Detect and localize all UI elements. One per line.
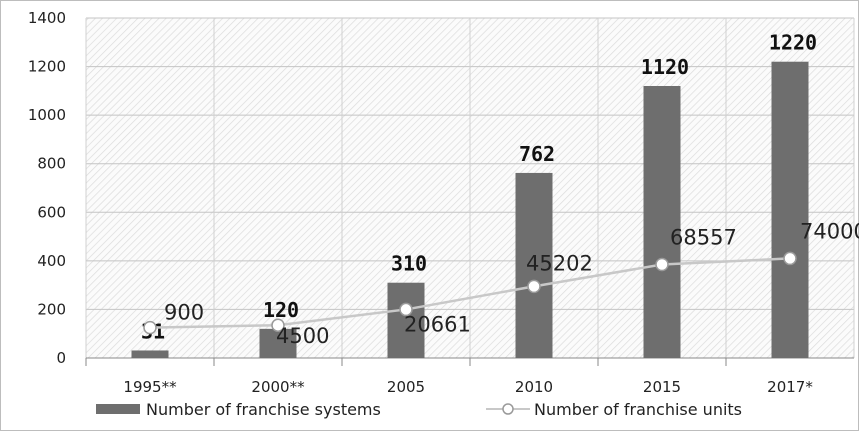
y-tick-label: 1400 [28, 9, 66, 27]
bar-value-label: 120 [263, 298, 299, 322]
units-marker [271, 318, 285, 332]
bar-value-label: 1220 [769, 31, 817, 55]
units-marker [655, 257, 669, 272]
line-series: 900 4500 20661 45202 68557 74000 [143, 219, 859, 348]
y-tick-label: 0 [56, 349, 66, 367]
bar-value-label: 1120 [641, 55, 689, 79]
x-tick-label: 2005 [387, 378, 425, 396]
units-marker [143, 320, 157, 335]
legend-bar-swatch [96, 404, 140, 414]
y-axis: 0 200 400 600 800 1000 1200 1400 [28, 9, 66, 367]
bar [259, 328, 297, 358]
y-tick-label: 1000 [28, 106, 66, 124]
x-axis: 1995** 2000** 2005 2010 2015 2017* [85, 358, 813, 396]
x-tick-label: 1995** [123, 378, 177, 396]
x-tick-label: 2017* [767, 378, 813, 396]
units-marker [783, 251, 797, 266]
units-value-label: 900 [164, 301, 204, 325]
y-tick-label: 800 [37, 155, 66, 173]
bar [515, 172, 553, 358]
units-value-label: 45202 [526, 251, 593, 275]
bar [771, 61, 809, 358]
y-tick-label: 400 [37, 252, 66, 270]
units-value-label: 4500 [276, 324, 329, 348]
units-value-label: 20661 [404, 312, 471, 336]
bar [131, 350, 169, 358]
bar-value-label: 762 [519, 142, 555, 166]
y-tick-label: 1200 [28, 58, 66, 76]
bar [643, 86, 681, 358]
legend-units-label: Number of franchise units [534, 400, 742, 419]
units-value-label: 74000 [800, 219, 859, 243]
x-tick-label: 2000** [251, 378, 305, 396]
units-line [149, 257, 791, 329]
x-tick-label: 2015 [643, 378, 681, 396]
bar-series: 3112031076211201220 [131, 31, 817, 358]
x-tick-label: 2010 [515, 378, 553, 396]
units-marker [527, 279, 541, 294]
bar [387, 282, 425, 358]
legend: Number of franchise systems Number of fr… [96, 400, 742, 419]
bar-value-label: 310 [391, 252, 427, 276]
legend-systems-label: Number of franchise systems [146, 400, 381, 419]
y-tick-label: 600 [37, 203, 66, 221]
units-marker [399, 302, 413, 317]
y-tick-label: 200 [37, 300, 66, 318]
units-value-label: 68557 [670, 226, 737, 250]
legend-line-marker [502, 403, 514, 415]
